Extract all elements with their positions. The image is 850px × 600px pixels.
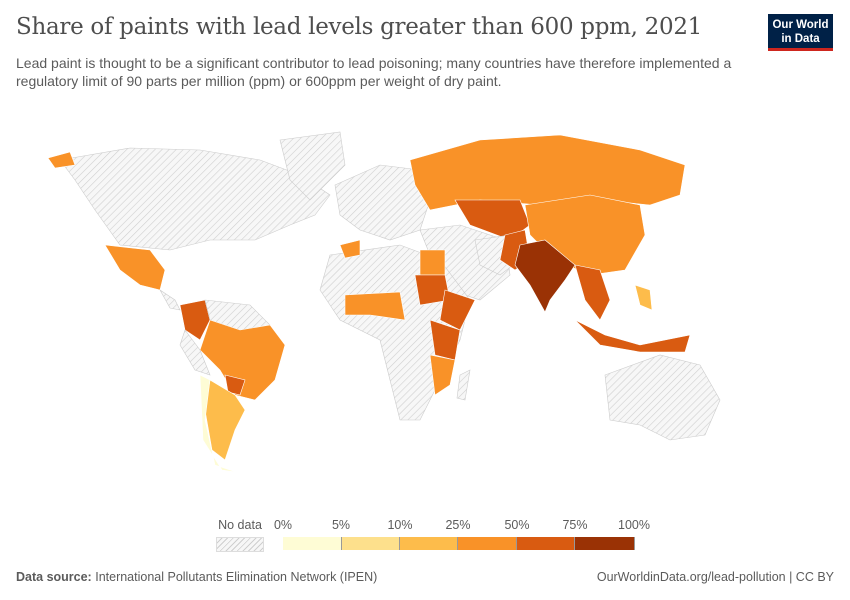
data-source-label: Data source: [16, 570, 92, 584]
chart-title: Share of paints with lead levels greater… [16, 14, 703, 40]
legend-bin [283, 537, 342, 550]
legend-tick: 10% [387, 518, 413, 532]
region-argentina [204, 379, 246, 461]
region-paraguay [224, 374, 246, 396]
legend-no-data-swatch [216, 537, 264, 552]
legend-bin [458, 537, 517, 550]
region-indonesia [574, 319, 691, 353]
legend-tick: 75% [562, 518, 588, 532]
region-philippines [634, 284, 653, 311]
legend-no-data-label: No data [218, 518, 262, 532]
region-brazil [199, 319, 286, 401]
region-mozambique [429, 354, 456, 396]
map-legend: No data 0% 5% 10% 25% 50% 75% 100% [0, 512, 850, 552]
region-algeria [339, 239, 361, 259]
legend-tick: 100% [618, 518, 650, 532]
source-url-link[interactable]: OurWorldinData.org/lead-pollution | CC B… [596, 570, 834, 584]
region-chile [199, 374, 237, 473]
region-australia [604, 354, 721, 441]
region-madagascar [456, 369, 471, 401]
region-central-america [159, 289, 181, 311]
region-colombia [179, 299, 211, 341]
region-mexico [104, 244, 166, 291]
legend-tick: 5% [331, 518, 351, 532]
legend-bin [342, 537, 400, 550]
chart-subtitle: Lead paint is thought to be a significan… [16, 55, 732, 89]
data-source-text: International Pollutants Elimination Net… [95, 570, 378, 584]
region-west-africa [344, 291, 406, 321]
legend-tick: 25% [445, 518, 471, 532]
owid-logo[interactable]: Our World in Data [768, 14, 833, 51]
legend-tick: 50% [504, 518, 530, 532]
legend-bin [517, 537, 575, 550]
region-russia [409, 134, 686, 211]
region-peru [179, 329, 211, 376]
legend-bin [400, 537, 458, 550]
world-map [47, 131, 721, 473]
region-alaska [47, 151, 76, 169]
region-india [514, 239, 576, 313]
region-southeast-asia [574, 264, 611, 321]
legend-bin [575, 537, 635, 550]
region-north-america [59, 147, 331, 251]
legend-tick: 0% [273, 518, 293, 532]
data-source: Data source: International Pollutants El… [16, 570, 377, 584]
region-greenland [279, 131, 346, 201]
region-egypt [419, 249, 446, 276]
